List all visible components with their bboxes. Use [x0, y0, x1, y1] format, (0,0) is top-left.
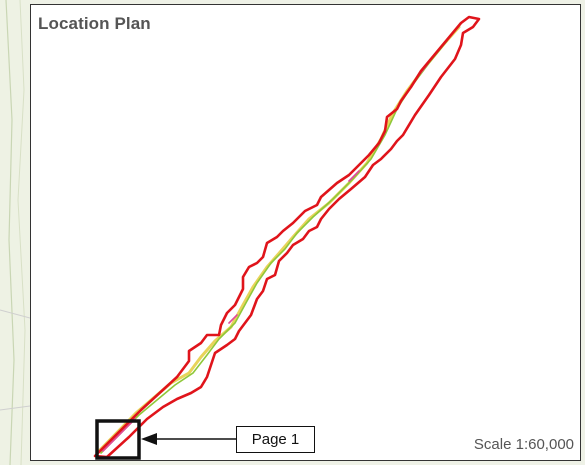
corridor-feature-pink — [103, 65, 427, 451]
location-plan-panel: Location Plan Page 1 Scale 1:60,000 — [30, 4, 581, 461]
map-title: Location Plan — [38, 14, 151, 34]
site-boundary — [95, 17, 479, 457]
basemap-edge — [0, 0, 30, 465]
corridor-feature-green — [101, 41, 447, 453]
scale-label: Scale 1:60,000 — [474, 436, 574, 453]
page-1-extent-box — [97, 421, 139, 458]
route-map — [31, 5, 582, 462]
page-1-label[interactable]: Page 1 — [236, 426, 315, 453]
page-1-pointer-arrowhead — [141, 433, 157, 445]
page-1-label-text: Page 1 — [252, 431, 300, 448]
corridor-feature-yellow — [99, 27, 459, 451]
